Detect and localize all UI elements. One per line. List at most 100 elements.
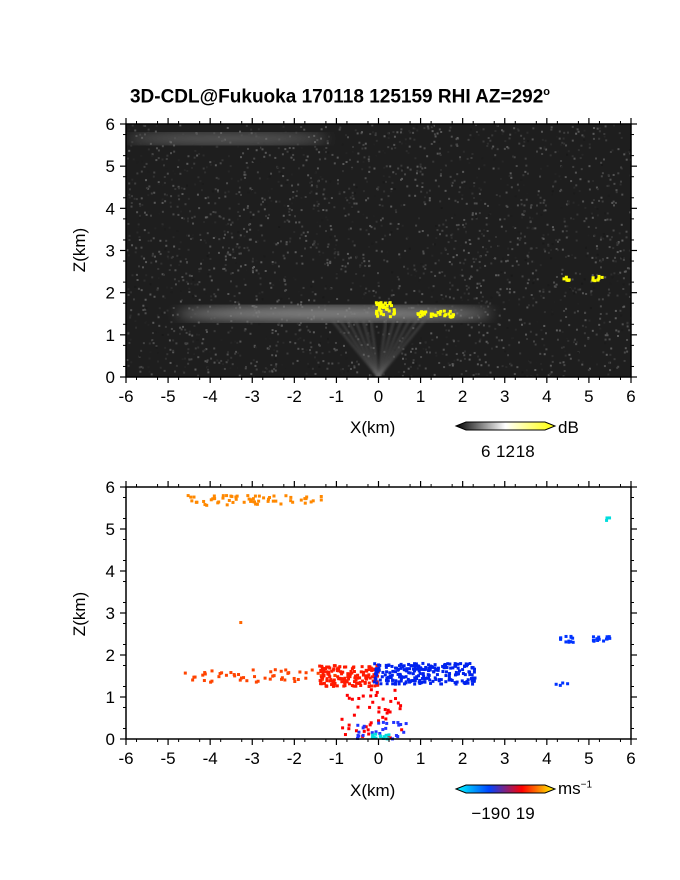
- high-reflectivity-pixel: [416, 312, 420, 316]
- velocity-point: [400, 675, 404, 679]
- velocity-point: [361, 694, 365, 698]
- velocity-point: [591, 635, 595, 639]
- high-reflectivity-pixel: [377, 301, 381, 305]
- velocity-point: [405, 669, 409, 673]
- velocity-point: [444, 674, 448, 678]
- velocity-point: [465, 664, 469, 668]
- velocity-point: [333, 673, 337, 677]
- velocity-point: [461, 672, 465, 676]
- high-reflectivity-pixel: [378, 305, 382, 309]
- velocity-point: [416, 666, 420, 670]
- velocity-point: [369, 694, 373, 698]
- velocity-point: [340, 677, 344, 681]
- velocity-point: [337, 669, 341, 673]
- velocity-point: [397, 682, 401, 686]
- velocity-point: [396, 701, 400, 705]
- velocity-point: [333, 681, 337, 685]
- velocity-point: [253, 675, 257, 679]
- velocity-point: [460, 679, 464, 683]
- velocity-point: [186, 494, 190, 498]
- velocity-point: [434, 677, 438, 681]
- velocity-point: [409, 679, 413, 683]
- velocity-point: [379, 682, 383, 686]
- x-tick-label: -2: [287, 749, 302, 768]
- high-reflectivity-pixel: [565, 278, 569, 282]
- velocity-point: [396, 668, 400, 672]
- velocity-point: [427, 663, 431, 667]
- panel2-x-label: X(km): [350, 781, 396, 800]
- velocity-point: [397, 680, 401, 684]
- velocity-point: [218, 672, 222, 676]
- chart-title: 3D-CDL@Fukuoka 170118 125159 RHI AZ=292o: [129, 86, 551, 108]
- velocity-point: [342, 680, 346, 684]
- velocity-point: [362, 729, 366, 733]
- y-tick-label: 0: [106, 368, 115, 387]
- velocity-point: [463, 682, 467, 686]
- velocity-point: [394, 670, 398, 674]
- x-tick-label: 6: [626, 387, 635, 406]
- velocity-point: [272, 494, 276, 498]
- velocity-point: [381, 728, 385, 732]
- velocity-point: [375, 683, 379, 687]
- velocity-point: [332, 679, 336, 683]
- velocity-point: [564, 640, 568, 644]
- velocity-point: [239, 676, 243, 680]
- velocity-point: [371, 700, 375, 704]
- velocity-point: [256, 679, 260, 683]
- velocity-point: [429, 681, 433, 685]
- velocity-point: [567, 640, 571, 644]
- velocity-point: [353, 676, 357, 680]
- velocity-point: [383, 708, 387, 712]
- y-tick-label: 3: [106, 242, 115, 261]
- velocity-point: [322, 681, 326, 685]
- velocity-point: [436, 666, 440, 670]
- panel1-y-label: Z(km): [70, 227, 90, 273]
- velocity-point: [231, 500, 235, 504]
- velocity-point: [381, 670, 385, 674]
- velocity-point: [374, 677, 378, 681]
- velocity-points: [183, 494, 612, 741]
- velocity-point: [291, 500, 295, 504]
- velocity-point: [419, 666, 423, 670]
- velocity-point: [304, 671, 308, 675]
- velocity-point: [378, 734, 382, 738]
- high-reflectivity-pixel: [378, 308, 382, 312]
- velocity-point: [268, 495, 272, 499]
- reflectivity-field: [126, 124, 631, 377]
- velocity-point: [238, 678, 242, 682]
- velocity-point: [217, 675, 221, 679]
- velocity-point: [369, 721, 373, 725]
- velocity-point: [441, 664, 445, 668]
- velocity-point: [356, 676, 360, 680]
- echo-band: [176, 306, 493, 322]
- velocity-point: [399, 679, 403, 683]
- velocity-point: [356, 705, 360, 709]
- velocity-point: [352, 680, 356, 684]
- velocity-point: [468, 673, 472, 677]
- velocity-point: [325, 670, 329, 674]
- velocity-point: [364, 677, 368, 681]
- panel1-x-label: X(km): [350, 418, 396, 437]
- velocity-point: [390, 664, 394, 668]
- velocity-point: [330, 669, 334, 673]
- velocity-point: [269, 670, 273, 674]
- y-tick-label: 5: [106, 520, 115, 539]
- velocity-point: [374, 736, 378, 740]
- velocity-point: [561, 681, 565, 685]
- velocity-point: [374, 732, 378, 736]
- velocity-point: [216, 501, 220, 505]
- velocity-point: [251, 497, 255, 501]
- velocity-point: [473, 676, 477, 680]
- velocity-point: [415, 664, 419, 668]
- velocity-point: [437, 679, 441, 683]
- velocity-point: [418, 679, 422, 683]
- high-reflectivity-pixel: [597, 276, 601, 280]
- velocity-point: [340, 680, 344, 684]
- velocity-point: [385, 721, 389, 725]
- velocity-point: [386, 675, 390, 679]
- velocity-point: [192, 495, 196, 499]
- velocity-colorbar: [454, 784, 557, 794]
- velocity-point: [299, 498, 303, 502]
- velocity-point: [456, 672, 460, 676]
- velocity-point: [377, 710, 381, 714]
